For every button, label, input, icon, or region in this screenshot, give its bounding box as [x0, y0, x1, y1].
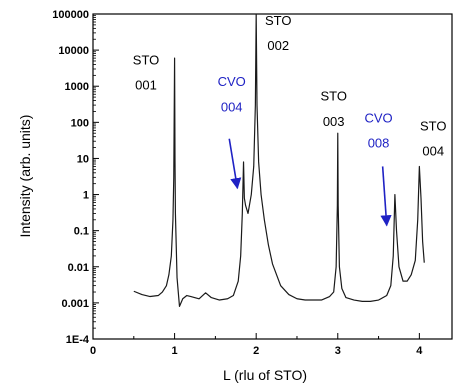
series-line-0 — [133, 13, 425, 307]
x-tick-label: 2 — [253, 345, 259, 357]
y-tick-label: 0.01 — [68, 262, 89, 274]
peak-arrow — [380, 166, 392, 227]
x-tick-label: 0 — [90, 345, 96, 357]
peak-label-index: 004 — [422, 144, 444, 159]
peak-label-index: 008 — [368, 136, 390, 151]
peak-label-name: STO — [265, 13, 292, 28]
peak-label-name: STO — [133, 52, 160, 67]
y-tick-label: 10 — [77, 153, 89, 165]
x-axis-ticks: 0 1 2 3 4 — [90, 333, 423, 357]
peak-label-name: CVO — [218, 74, 246, 89]
y-tick-label: 100000 — [52, 9, 89, 21]
y-tick-label: 0.1 — [74, 226, 89, 238]
y-axis-title: Intensity (arb. units) — [17, 115, 33, 238]
peak-annotations: STO 001 CVO 004 STO 002 STO 003 CVO 008 STO 004 — [133, 13, 447, 227]
peak-label-name: CVO — [364, 110, 392, 125]
y-axis-ticks: 1E-4 0.001 0.01 0.1 1 10 100 1000 10000 100000 — [52, 9, 99, 346]
y-tick-label: 1000 — [65, 81, 89, 93]
plot-frame — [92, 13, 453, 340]
peak-label-name: STO — [320, 89, 347, 104]
x-tick-label: 3 — [335, 345, 341, 357]
series-group — [133, 13, 425, 307]
x-tick-label: 4 — [416, 345, 423, 357]
y-tick-label: 0.001 — [61, 298, 89, 310]
peak-label-index: 003 — [323, 114, 345, 129]
y-tick-label: 100 — [71, 117, 89, 129]
x-tick-label: 1 — [172, 345, 178, 357]
y-tick-label: 10000 — [58, 45, 89, 57]
peak-label-name: STO — [420, 118, 447, 133]
x-axis-title: L (rlu of STO) — [223, 367, 307, 383]
peak-label-index: 001 — [135, 78, 157, 93]
peak-label-index: 004 — [221, 99, 243, 114]
y-tick-label: 1 — [83, 190, 89, 202]
peak-label-index: 002 — [267, 38, 289, 53]
y-tick-label: 1E-4 — [66, 334, 90, 346]
peak-arrow — [228, 138, 242, 190]
